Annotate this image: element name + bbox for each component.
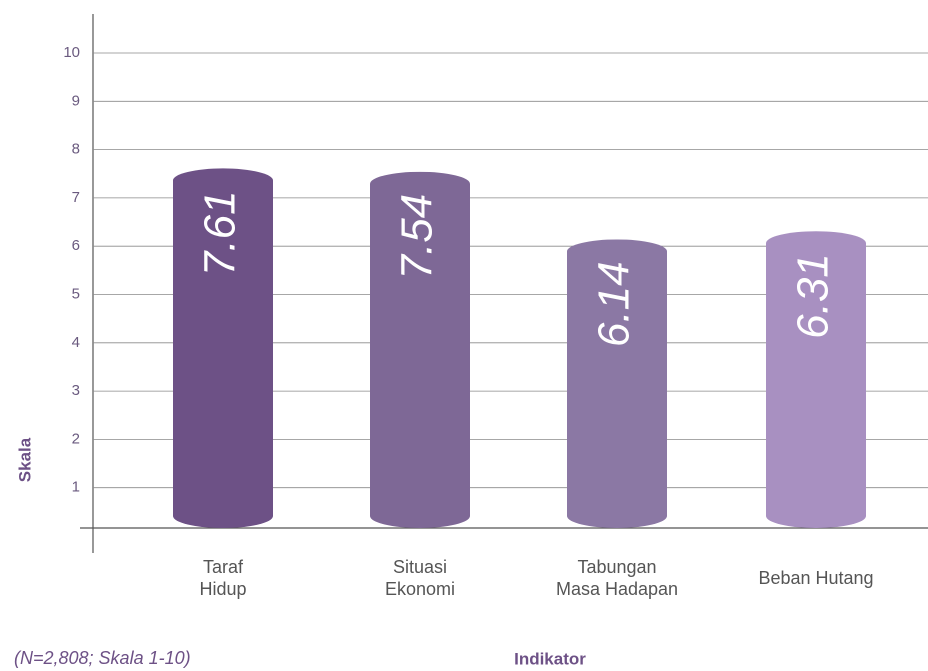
- y-tick-label: 5: [72, 285, 80, 302]
- y-tick-label: 2: [72, 430, 80, 447]
- y-tick-label: 3: [72, 382, 80, 399]
- y-axis-label: Skala: [15, 437, 34, 482]
- value-label: 7.54: [393, 194, 442, 280]
- x-tick-label: Situasi Ekonomi: [384, 557, 456, 599]
- y-tick-label: 4: [72, 334, 80, 351]
- bar: [567, 239, 667, 529]
- x-axis-label: Indikator: [514, 649, 586, 668]
- value-label: 6.14: [590, 261, 639, 347]
- x-tick-label: Beban Hutang: [758, 568, 874, 588]
- y-tick-label: 6: [72, 237, 80, 254]
- value-label: 6.31: [789, 253, 838, 339]
- x-tick-label: Taraf Hidup: [199, 557, 247, 599]
- bar: [173, 168, 273, 528]
- x-tick-label: Tabungan Masa Hadapan: [555, 557, 679, 599]
- bar: [766, 231, 866, 529]
- y-tick-label: 10: [63, 44, 80, 61]
- note: (N=2,808; Skala 1-10): [14, 648, 191, 668]
- y-tick-label: 1: [72, 479, 80, 496]
- y-tick-label: 9: [72, 92, 80, 109]
- value-label: 7.61: [196, 190, 245, 276]
- y-tick-label: 7: [72, 189, 80, 206]
- bar: [370, 171, 470, 528]
- y-tick-label: 8: [72, 141, 80, 158]
